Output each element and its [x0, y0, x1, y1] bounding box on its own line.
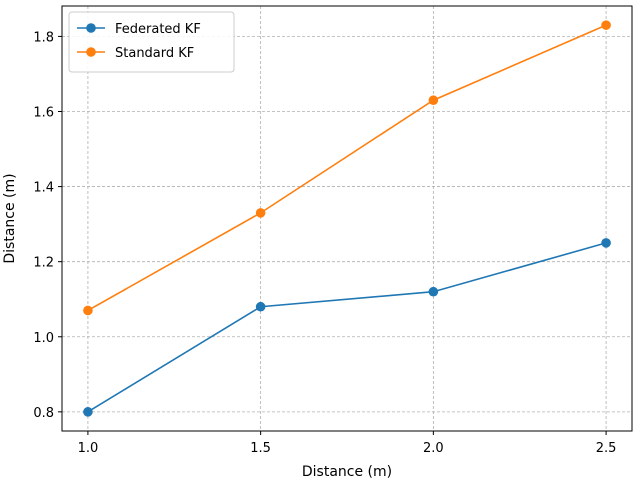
legend-marker: [86, 23, 96, 33]
legend-label: Standard KF: [115, 46, 194, 61]
legend-marker: [86, 47, 96, 57]
data-point: [601, 238, 611, 248]
y-tick-label: 1.6: [33, 105, 54, 120]
data-point: [428, 286, 439, 297]
x-axis-label: Distance (m): [302, 464, 392, 480]
legend: Federated KF Standard KF: [68, 11, 235, 73]
x-tick-label: 2.0: [423, 441, 444, 456]
series-line: [87, 24, 607, 312]
y-tick-label: 1.4: [33, 181, 54, 196]
y-tick-label: 1.2: [33, 256, 54, 271]
x-tick-label: 1.5: [250, 441, 271, 456]
data-point: [428, 95, 439, 106]
plot-frame: [61, 5, 633, 432]
data-point: [255, 301, 266, 312]
data-point: [83, 305, 93, 316]
x-tick-label: 2.5: [596, 441, 617, 456]
y-tick-label: 1.0: [33, 331, 54, 346]
axis-ticks: 1.0 1.5 2.0 2.5 0.8 1.0 1.2 1.4 1.6 1.8: [33, 30, 616, 456]
y-tick-label: 1.8: [33, 30, 54, 45]
y-tick-label: 0.8: [33, 406, 54, 421]
legend-label: Federated KF: [115, 22, 201, 37]
data-point: [255, 208, 266, 218]
x-tick-label: 1.0: [78, 441, 99, 456]
series-line: [87, 242, 607, 413]
data-point: [83, 407, 93, 417]
plot-series: [83, 20, 611, 417]
legend-box: [68, 11, 235, 73]
y-axis-label: Distance (m): [2, 173, 18, 263]
data-point: [601, 20, 611, 30]
